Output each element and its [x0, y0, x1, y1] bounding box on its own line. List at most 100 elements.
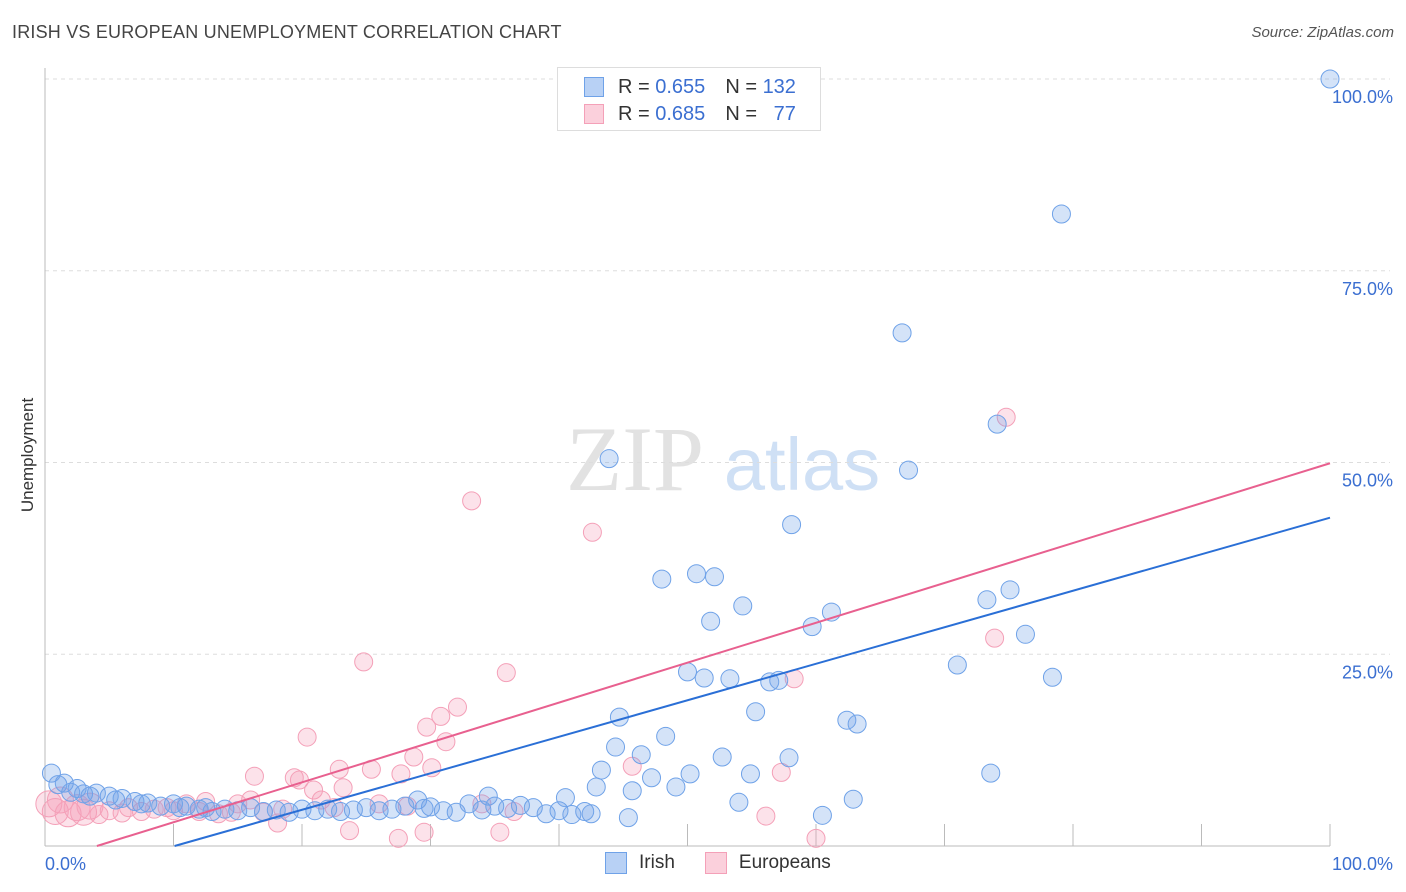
europeans-swatch [704, 852, 727, 874]
irish-point [981, 763, 1001, 783]
irish-point [704, 567, 724, 587]
irish-point [414, 798, 434, 818]
irish-trend-line [174, 516, 1331, 847]
irish-point [459, 794, 479, 814]
irish-point [562, 805, 582, 825]
irish-point [555, 788, 575, 808]
irish-point [652, 569, 672, 589]
irish-point [782, 515, 802, 535]
irish-point [395, 796, 415, 816]
europeans-point [284, 768, 304, 788]
irish-point [176, 796, 196, 816]
irish-r-value: 0.655 [655, 75, 706, 98]
irish-point [847, 714, 867, 734]
irish-point [899, 460, 919, 480]
irish-point [478, 786, 498, 806]
europeans-point [340, 821, 360, 841]
series-legend: Irish Europeans [605, 852, 831, 874]
irish-point [631, 745, 651, 765]
legend-row-irish: R = 0.655 N = 132 [584, 74, 796, 100]
irish-point [779, 748, 799, 768]
watermark-zip: ZIP [566, 408, 704, 510]
irish-point [498, 798, 518, 818]
europeans-point [388, 828, 408, 848]
watermark-atlas: atlas [724, 423, 880, 506]
irish-point [977, 590, 997, 610]
irish-point [686, 564, 706, 584]
irish-point [947, 655, 967, 675]
irish-point [733, 596, 753, 616]
irish-point [279, 802, 299, 822]
irish-point [106, 790, 126, 810]
europeans-point [369, 794, 389, 814]
irish-point [421, 797, 440, 817]
europeans-point [756, 806, 776, 826]
irish-point [892, 323, 912, 343]
irish-point [618, 808, 638, 828]
europeans-point [431, 706, 451, 726]
stats-legend: R = 0.655 N = 132 R = 0.685 N = 77 [557, 67, 821, 131]
irish-point [586, 777, 606, 797]
irish-point [523, 798, 543, 818]
europeans-point [490, 822, 510, 842]
y-tick-label: 25.0% [1342, 662, 1393, 682]
n-label: N = [725, 102, 757, 125]
europeans-point [297, 727, 317, 747]
europeans-point [985, 628, 1005, 648]
europeans-point [806, 828, 826, 848]
irish-point [606, 737, 626, 757]
legend-row-europeans: R = 0.685 N = 77 [584, 101, 796, 127]
irish-n-value: 132 [762, 75, 796, 98]
irish-point [656, 726, 676, 746]
irish-point [131, 794, 151, 814]
europeans-point [244, 766, 264, 786]
x-tick-label: 100.0% [1332, 854, 1393, 874]
irish-point [86, 783, 106, 803]
europeans-point [404, 747, 424, 767]
europeans-point [414, 822, 434, 842]
europeans-point [582, 522, 602, 542]
irish-point [1051, 204, 1071, 224]
irish-point [837, 710, 857, 730]
r-label: R = [618, 75, 650, 98]
europeans-point [196, 792, 216, 812]
europeans-point [771, 762, 791, 782]
europeans-point [354, 652, 374, 672]
europeans-point [329, 759, 349, 779]
irish-swatch [584, 77, 604, 97]
irish-point [41, 763, 61, 783]
r-label: R = [618, 102, 650, 125]
europeans-point [447, 697, 467, 717]
irish-point [740, 764, 760, 784]
europeans-n-value: 77 [773, 102, 796, 125]
y-tick-label: 50.0% [1342, 471, 1393, 491]
europeans-point [89, 805, 109, 825]
irish-swatch [605, 852, 627, 874]
y-axis-label: Unemployment [18, 397, 37, 513]
irish-point [694, 668, 714, 688]
irish-point [599, 449, 619, 469]
irish-point [536, 804, 556, 824]
y-tick-label: 75.0% [1342, 279, 1393, 299]
x-tick-label: 0.0% [45, 854, 86, 874]
europeans-point [417, 717, 437, 737]
irish-point [1320, 69, 1340, 89]
source-label: Source: ZipAtlas.com [1251, 24, 1394, 41]
irish-point [1000, 580, 1020, 600]
irish-point [472, 800, 492, 820]
irish-point [170, 798, 190, 818]
irish-point [138, 793, 158, 813]
irish-point [642, 768, 662, 788]
irish-point [812, 805, 832, 825]
irish-point [666, 777, 686, 797]
n-label: N = [725, 75, 757, 98]
europeans-point [496, 663, 516, 683]
europeans-trend-line [96, 462, 1331, 847]
europeans-point [462, 491, 482, 511]
irish-point [581, 804, 601, 824]
europeans-point [391, 764, 411, 784]
europeans-point [46, 786, 74, 814]
legend-europeans: Europeans [738, 852, 831, 873]
